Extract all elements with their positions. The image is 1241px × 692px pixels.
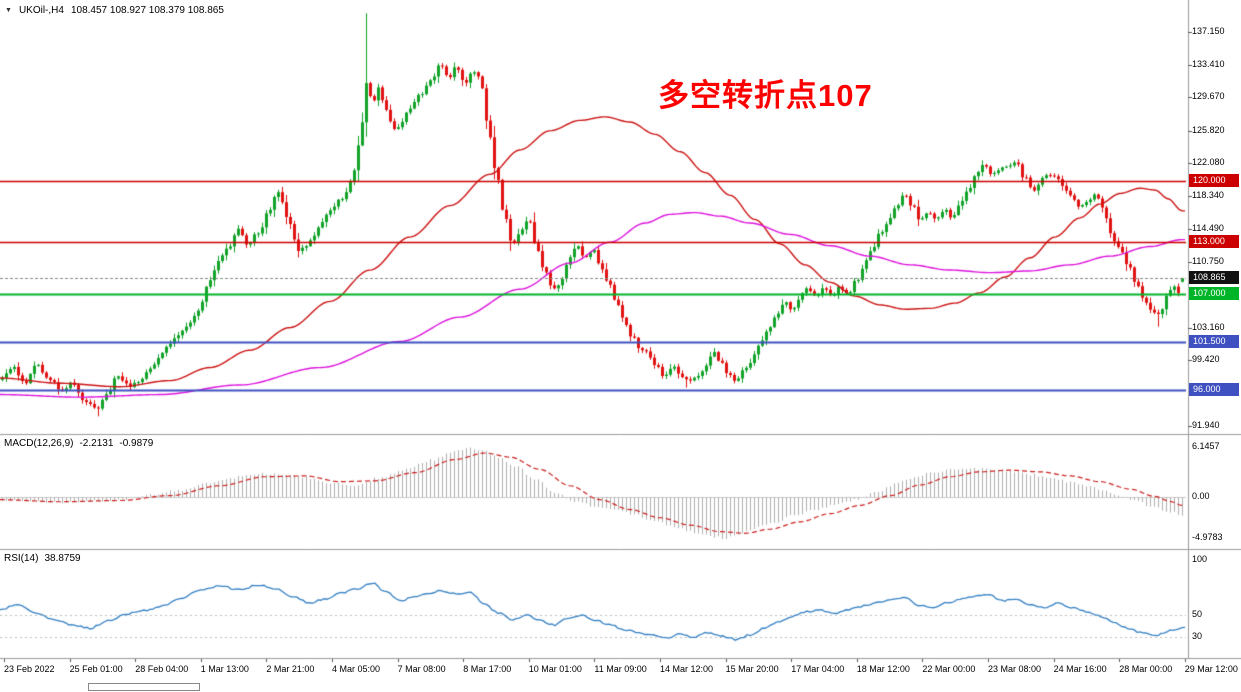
time-axis-label: 28 Feb 04:00 bbox=[135, 664, 189, 674]
hline-price-tag: 101.500 bbox=[1189, 335, 1239, 349]
rsi-axis-label: 30 bbox=[1192, 631, 1203, 642]
rsi-axis-label: 100 bbox=[1192, 553, 1208, 564]
scrollbar-thumb[interactable] bbox=[88, 683, 200, 691]
time-axis-label: 1 Mar 13:00 bbox=[200, 664, 249, 674]
time-axis-label: 8 Mar 17:00 bbox=[463, 664, 512, 674]
time-axis-label: 4 Mar 05:00 bbox=[332, 664, 381, 674]
time-axis-label: 11 Mar 09:00 bbox=[594, 664, 647, 674]
time-axis-label: 10 Mar 01:00 bbox=[528, 664, 582, 674]
ohlc-values: 108.457 108.927 108.379 108.865 bbox=[70, 5, 224, 16]
time-axis-label: 28 Mar 00:00 bbox=[1119, 664, 1173, 674]
time-axis-label: 2 Mar 21:00 bbox=[266, 664, 315, 674]
annotation-text: 多空转折点107 bbox=[658, 78, 873, 113]
price-axis-label: 99.420 bbox=[1192, 354, 1220, 365]
macd-label: MACD(12,26,9) -2.2131 -0.9879 bbox=[4, 438, 159, 449]
symbol-timeframe: UKOil-,H4 bbox=[18, 5, 64, 16]
time-axis-label: 23 Mar 08:00 bbox=[988, 664, 1042, 674]
rsi-axis-label: 50 bbox=[1192, 609, 1203, 620]
macd-axis-label: 0.00 bbox=[1192, 491, 1210, 502]
time-axis-label: 14 Mar 12:00 bbox=[660, 664, 714, 674]
collapse-triangle-icon[interactable]: ▼ bbox=[5, 6, 12, 14]
macd-axis-label: 6.1457 bbox=[1192, 440, 1220, 451]
macd-axis-label: -4.9783 bbox=[1192, 532, 1223, 543]
rsi-label-name: RSI(14) bbox=[4, 553, 39, 564]
time-axis-label: 29 Mar 12:00 bbox=[1184, 664, 1238, 674]
price-axis-label: 122.080 bbox=[1192, 157, 1225, 168]
hline-price-tag: 113.000 bbox=[1189, 235, 1239, 249]
macd-value-main: -2.2131 bbox=[79, 438, 114, 449]
time-axis-label: 23 Feb 2022 bbox=[4, 664, 55, 674]
price-axis-label: 118.340 bbox=[1192, 189, 1224, 200]
time-axis-label: 22 Mar 00:00 bbox=[922, 664, 976, 674]
time-axis-label: 7 Mar 08:00 bbox=[397, 664, 446, 674]
price-axis-label: 110.750 bbox=[1192, 255, 1224, 266]
time-axis-label: 25 Feb 01:00 bbox=[69, 664, 123, 674]
macd-label-name: MACD(12,26,9) bbox=[4, 438, 74, 449]
time-axis-label: 24 Mar 16:00 bbox=[1053, 664, 1107, 674]
hline-price-tag: 96.000 bbox=[1189, 383, 1239, 397]
chart-title: ▼ UKOil-,H4 108.457 108.927 108.379 108.… bbox=[5, 5, 224, 16]
rsi-label: RSI(14) 38.8759 bbox=[4, 553, 87, 564]
price-axis-label: 137.150 bbox=[1192, 25, 1225, 36]
hline-price-tag: 107.000 bbox=[1189, 287, 1239, 301]
price-axis-label: 103.160 bbox=[1192, 321, 1225, 332]
rsi-value: 38.8759 bbox=[44, 553, 81, 564]
price-axis-label: 133.410 bbox=[1192, 58, 1225, 69]
horizontal-scrollbar[interactable] bbox=[0, 683, 240, 692]
price-axis-label: 114.490 bbox=[1192, 223, 1224, 234]
hline-price-tag: 120.000 bbox=[1189, 174, 1239, 188]
time-axis-label: 18 Mar 12:00 bbox=[856, 664, 910, 674]
time-axis-label: 15 Mar 20:00 bbox=[725, 664, 779, 674]
macd-value-signal: -0.9879 bbox=[119, 438, 154, 449]
time-axis-label: 17 Mar 04:00 bbox=[791, 664, 845, 674]
current-price-tag: 108.865 bbox=[1189, 271, 1239, 285]
price-axis-label: 129.670 bbox=[1192, 91, 1225, 102]
price-axis-label: 91.940 bbox=[1192, 419, 1220, 430]
price-axis-label: 125.820 bbox=[1192, 124, 1225, 135]
